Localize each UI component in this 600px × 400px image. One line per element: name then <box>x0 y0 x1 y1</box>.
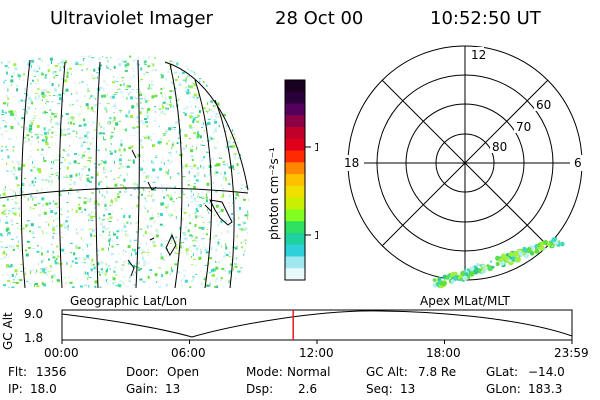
mlt-label-6: 6 <box>574 156 582 170</box>
coastlines <box>127 149 233 277</box>
mlat-label-70: 70 <box>516 120 531 134</box>
timeline-left-title: Geographic Lat/Lon <box>70 294 188 308</box>
colorbar-tick-10: 10 <box>314 229 318 242</box>
mlt-label-18: 18 <box>344 156 359 170</box>
colorbar: 100 10 photon cm⁻²s⁻¹ <box>267 79 318 281</box>
ip-value: 18.0 <box>30 382 57 396</box>
altitude-curve <box>61 310 573 338</box>
instrument-title: Ultraviolet Imager <box>50 8 213 29</box>
mode-key: Mode: <box>246 365 283 379</box>
flight-value: 1356 <box>36 365 67 379</box>
dsp-value: 2.6 <box>298 382 318 396</box>
colorbar-tick-100: 100 <box>314 141 318 154</box>
x-tick-1800: 18:00 <box>426 346 461 360</box>
emission-speckles <box>0 55 249 289</box>
auroral-emission <box>432 237 565 289</box>
timeline-axis-label: GC Alt <box>1 312 15 350</box>
seq-key: Seq: <box>366 382 393 396</box>
door-key: Door: <box>126 365 159 379</box>
colorbar-scale <box>285 80 305 281</box>
glon-value: 183.3 <box>528 382 563 396</box>
x-tick-0600: 06:00 <box>171 346 206 360</box>
gain-key: Gain: <box>126 382 158 396</box>
time-label: 10:52:50 UT <box>430 8 541 29</box>
mlat-label-60: 60 <box>536 98 551 112</box>
timeline-right-title: Apex MLat/MLT <box>420 294 510 308</box>
y-tick-min: 1.8 <box>24 331 43 345</box>
x-tick-0000: 00:00 <box>44 346 79 360</box>
altitude-timeline: GC Alt 9.0 1.8 00:00 06:00 12:00 18:00 2… <box>1 307 589 360</box>
gc-alt-value: 7.8 Re <box>418 365 457 379</box>
x-tick-2359: 23:59 <box>554 346 589 360</box>
door-value: Open <box>167 365 200 379</box>
flight-key: Flt: <box>8 365 27 379</box>
gc-alt-key: GC Alt: <box>366 365 408 379</box>
colorbar-unit-label: photon cm⁻²s⁻¹ <box>267 147 281 240</box>
gain-value: 13 <box>165 382 181 396</box>
mlt-label-12: 12 <box>471 48 486 62</box>
date-label: 28 Oct 00 <box>275 8 364 29</box>
polar-mlat-mlt-plot: 12 18 6 60 70 80 <box>342 45 584 289</box>
lat-lon-grid <box>0 59 249 289</box>
glon-key: GLon: <box>486 382 521 396</box>
mode-value: Normal <box>287 365 331 379</box>
y-tick-max: 9.0 <box>24 307 43 321</box>
glat-key: GLat: <box>486 365 519 379</box>
geographic-image-panel <box>0 55 249 289</box>
polar-grid <box>347 45 583 281</box>
glat-value: −14.0 <box>528 365 565 379</box>
x-tick-1200: 12:00 <box>299 346 334 360</box>
seq-value: 13 <box>400 382 416 396</box>
ip-key: IP: <box>8 382 23 396</box>
mlat-label-80: 80 <box>492 140 507 154</box>
dsp-key: Dsp: <box>246 382 274 396</box>
